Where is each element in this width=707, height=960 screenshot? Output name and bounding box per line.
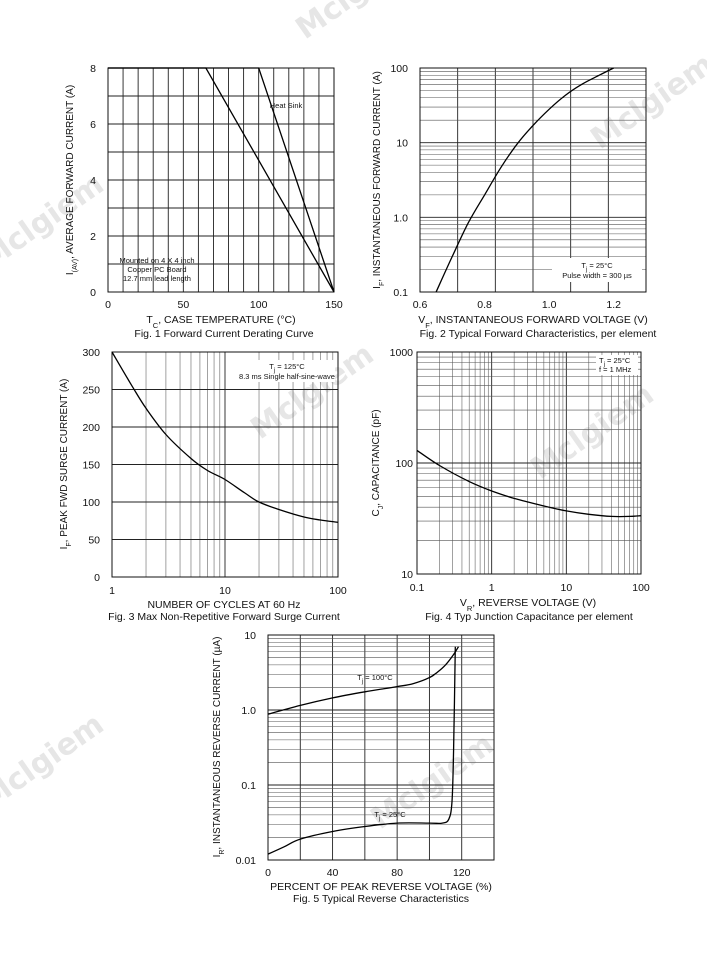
fig2-annotation-temperature: Tj = 25°C <box>581 261 613 273</box>
fig4-series-0 <box>416 449 642 518</box>
fig4-x-tick-label: 10 <box>560 582 572 594</box>
fig4-y-tick-label: 10 <box>401 569 413 581</box>
fig2-y-tick-label: 10 <box>396 138 408 150</box>
fig1-x-axis-label: TC, CASE TEMPERATURE (°C) <box>146 314 295 330</box>
fig3-annotation-temperature: Tj = 125°C <box>269 362 305 374</box>
fig3-x-tick-label: 100 <box>329 585 347 597</box>
fig1-y-tick-label: 0 <box>90 287 96 299</box>
fig5-caption: Fig. 5 Typical Reverse Characteristics <box>293 893 469 905</box>
fig3-plot-frame <box>111 351 339 578</box>
fig2-y-tick-label: 100 <box>390 63 408 75</box>
watermark: Mclgiem <box>365 727 501 837</box>
fig5-y-tick-label: 0.1 <box>241 780 256 792</box>
fig3-legend-box <box>240 360 335 382</box>
fig4-chart: 0.1 1 10 100 10 100 1000 Tj = 25°C f = 1 MHz V… <box>371 347 650 623</box>
fig1-x-tick-label: 0 <box>105 299 111 311</box>
fig3-y-tick-label: 200 <box>82 422 100 434</box>
fig4-x-tick-label: 100 <box>632 582 650 594</box>
fig2-x-tick-label: 1.0 <box>542 299 557 311</box>
fig2-plot-frame <box>419 67 647 293</box>
fig2-annotation-pulse: Pulse width = 300 µs <box>562 271 632 280</box>
fig5-annotation-25c: Tj = 25°C <box>374 810 406 822</box>
fig5-y-axis-label: IR, INSTANTANEOUS REVERSE CURRENT (µA) <box>212 637 226 858</box>
fig3-x-axis-label: NUMBER OF CYCLES AT 60 Hz <box>147 599 300 611</box>
fig4-annotation-temperature: Tj = 25°C <box>599 356 631 368</box>
fig5-x-tick-label: 80 <box>391 867 403 879</box>
fig1-caption: Fig. 1 Forward Current Derating Curve <box>134 328 313 340</box>
fig1-x-tick-label: 50 <box>177 299 189 311</box>
fig4-x-tick-label: 1 <box>489 582 495 594</box>
fig4-caption: Fig. 4 Typ Junction Capacitance per elem… <box>425 611 633 623</box>
fig2-series-0 <box>435 67 614 293</box>
fig5-plot-frame <box>267 634 495 861</box>
fig3-chart: 1 10 100 0 50 100 150 200 250 300 Tj = 125°C 8.3 … <box>59 347 347 623</box>
fig1-series-1 <box>108 67 335 293</box>
fig2-caption: Fig. 2 Typical Forward Characteristics, … <box>420 328 657 340</box>
fig5-series-0 <box>267 646 460 715</box>
fig3-x-tick-label: 10 <box>219 585 231 597</box>
watermark: Mclgiem <box>245 337 381 447</box>
watermark: Mclgiem <box>525 377 661 487</box>
fig5-y-tick-label: 1.0 <box>241 705 256 717</box>
fig2-x-tick-label: 0.8 <box>477 299 492 311</box>
fig4-plot-frame <box>416 351 642 575</box>
fig1-y-axis-label: I(AV), AVERAGE FORWARD CURRENT (A) <box>65 85 79 275</box>
fig3-y-axis-label: IF, PEAK FWD SURGE CURRENT (A) <box>59 379 73 550</box>
fig1-annotation-lead: 12.7 mm lead length <box>123 274 191 283</box>
fig3-y-tick-label: 300 <box>82 347 100 359</box>
fig3-annotation-waveform: 8.3 ms Single half-sine-wave <box>239 372 335 381</box>
fig4-y-tick-label: 100 <box>395 458 413 470</box>
fig1-chart: 0 50 100 150 0 2 4 6 8 Heat Sink Mounted on 4 X … <box>65 63 343 340</box>
fig4-y-tick-label: 1000 <box>390 347 414 359</box>
fig1-annotation-heatsink: Heat Sink <box>270 101 303 110</box>
fig3-y-tick-label: 150 <box>82 460 100 472</box>
fig3-series-0 <box>111 351 339 523</box>
fig1-y-tick-label: 4 <box>90 175 96 187</box>
fig2-y-tick-label: 0.1 <box>393 287 408 299</box>
watermark-layer: Mclgiem Mclgiem Mclgiem Mclgiem Mclgiem … <box>0 0 707 837</box>
fig5-x-tick-label: 40 <box>327 867 339 879</box>
fig3-x-tick-label: 1 <box>109 585 115 597</box>
fig3-y-tick-label: 50 <box>88 535 100 547</box>
fig2-chart: 0.6 0.8 1.0 1.2 0.1 1.0 10 100 Tj = 25°C Pulse … <box>372 63 656 340</box>
fig1-y-tick-label: 2 <box>90 231 96 243</box>
fig5-x-tick-label: 120 <box>453 867 471 879</box>
fig4-y-axis-label: CJ, CAPACITANCE (pF) <box>371 409 385 516</box>
fig1-x-tick-label: 150 <box>325 299 343 311</box>
fig2-y-tick-label: 1.0 <box>393 212 408 224</box>
fig1-annotation-mounting: Mounted on 4 X 4 inch <box>119 256 194 265</box>
fig4-x-tick-label: 0.1 <box>410 582 425 594</box>
fig4-legend-box <box>596 355 638 375</box>
fig3-caption: Fig. 3 Max Non-Repetitive Forward Surge … <box>108 611 340 623</box>
fig3-y-tick-label: 0 <box>94 572 100 584</box>
fig4-x-axis-label: VR, REVERSE VOLTAGE (V) <box>460 597 596 613</box>
fig2-x-tick-label: 1.2 <box>606 299 621 311</box>
fig2-y-axis-label: IF, INSTANTANEOUS FORWARD CURRENT (A) <box>372 71 386 289</box>
fig3-y-tick-label: 100 <box>82 497 100 509</box>
watermark: Mclgiem <box>0 707 110 817</box>
watermark: Mclgiem <box>290 0 426 47</box>
fig1-annotation-board: Copper PC Board <box>127 265 186 274</box>
fig5-y-tick-label: 10 <box>244 630 256 642</box>
fig5-x-tick-label: 0 <box>265 867 271 879</box>
fig5-x-axis-label: PERCENT OF PEAK REVERSE VOLTAGE (%) <box>270 881 492 893</box>
fig1-x-tick-label: 100 <box>250 299 268 311</box>
fig5-y-tick-label: 0.01 <box>236 855 257 867</box>
fig1-y-tick-label: 8 <box>90 63 96 75</box>
fig2-x-axis-label: VF, INSTANTANEOUS FORWARD VOLTAGE (V) <box>418 314 648 330</box>
fig3-y-tick-label: 250 <box>82 385 100 397</box>
fig4-annotation-frequency: f = 1 MHz <box>599 365 632 374</box>
fig5-annotation-100c: Tj = 100°C <box>357 673 393 685</box>
fig5-chart: 0 40 80 120 0.01 0.1 1.0 10 Tj = 100°C Tj = 25°… <box>212 630 495 905</box>
fig5-series-1 <box>267 646 456 855</box>
fig1-y-tick-label: 6 <box>90 119 96 131</box>
fig2-x-tick-label: 0.6 <box>413 299 428 311</box>
fig2-legend-box <box>552 258 642 282</box>
